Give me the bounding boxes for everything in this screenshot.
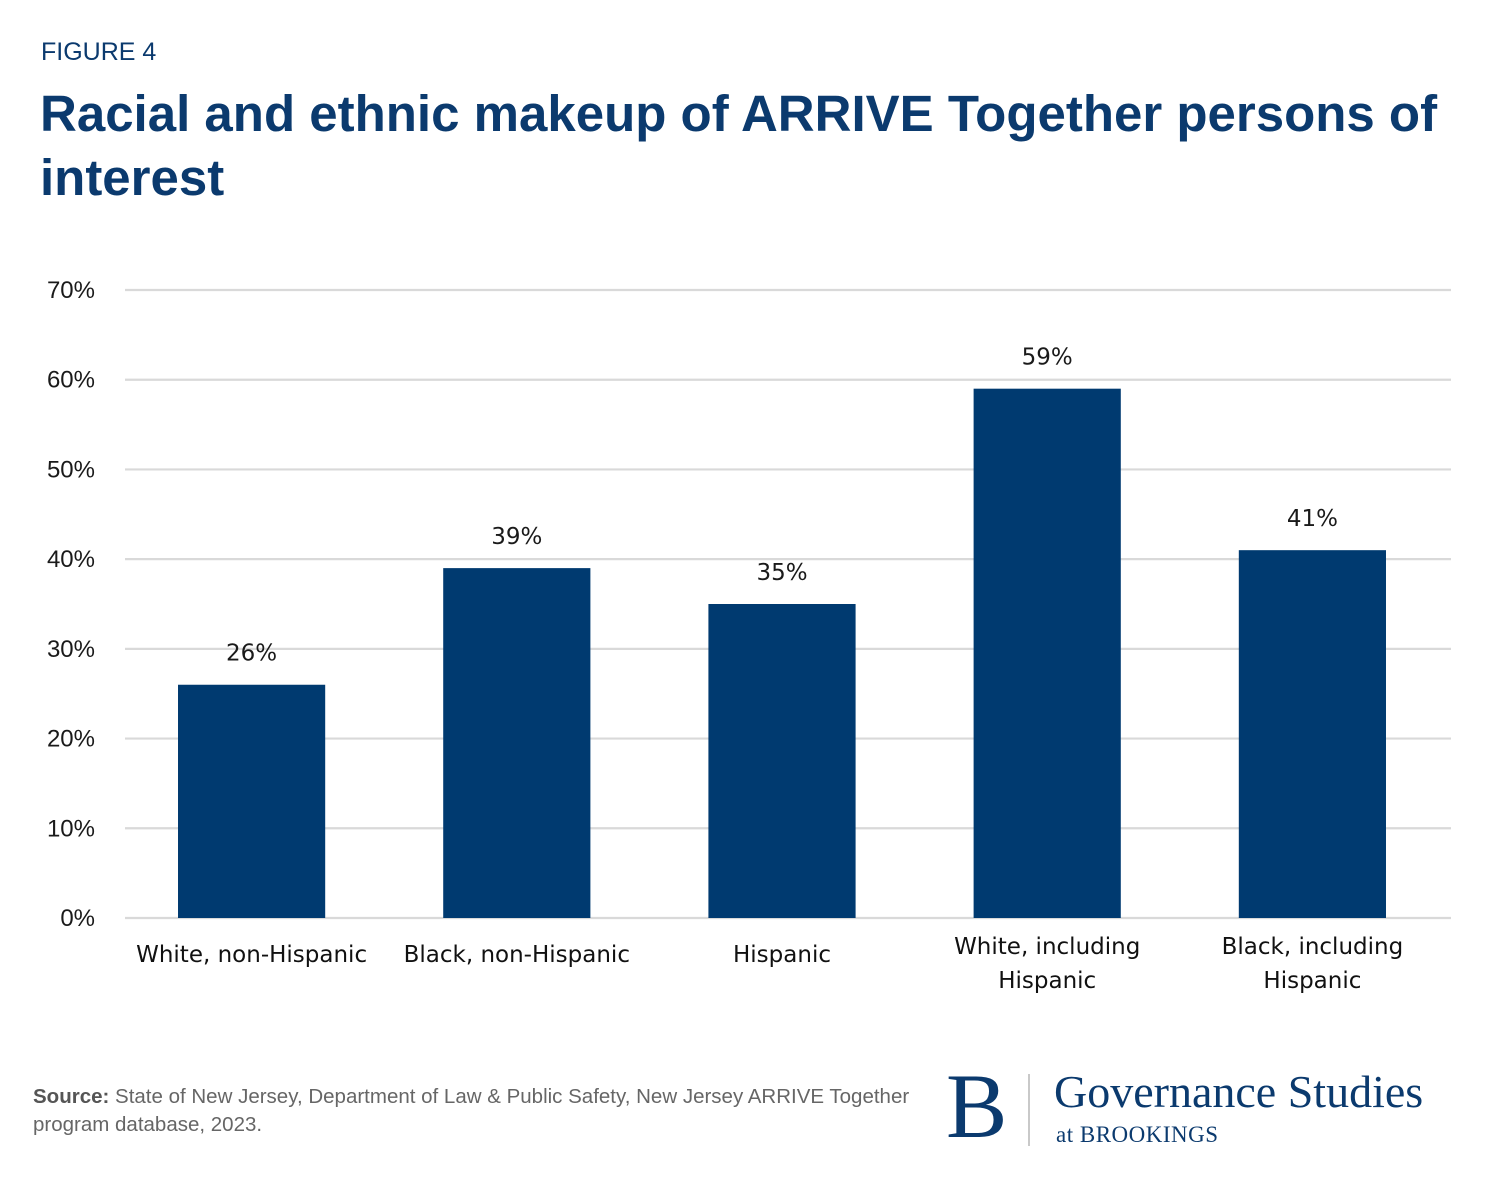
x-category-label: Hispanic [1263,968,1361,994]
x-category-label: Black, including [1222,934,1404,960]
y-tick-label: 40% [47,546,95,573]
x-category-label: Hispanic [733,942,831,968]
x-category-label: White, including [954,934,1140,960]
chart-title: Racial and ethnic makeup of ARRIVE Toget… [40,85,1438,206]
bar [1238,550,1386,918]
y-tick-label: 0% [60,905,95,932]
data-label: 41% [1287,506,1338,532]
bar [178,684,326,918]
logo-divider [1028,1074,1030,1146]
x-category-label: Hispanic [998,968,1096,994]
bars [178,388,1386,919]
logo-mark: B [946,1055,1008,1157]
y-tick-label: 10% [47,815,95,842]
y-tick-label: 50% [47,456,95,483]
bar [708,604,856,918]
y-tick-label: 70% [47,277,95,304]
data-label: 39% [491,524,542,550]
y-axis-ticks: 0% 10% 20% 30% 40% 50% 60% 70% [47,277,95,932]
data-label: 26% [226,641,277,667]
source-note: Source: State of New Jersey, Department … [33,1083,933,1139]
logo-title: Governance Studies [1054,1066,1424,1117]
logo-subtitle: at BROOKINGS [1056,1122,1219,1147]
bar [973,388,1121,919]
x-axis-labels: White, non-Hispanic Black, non-Hispanic Hi… [136,934,1403,994]
bar-chart: 0%10%20%30%40%50%60%70% 26%39%35%59%41% … [47,277,1451,994]
source-label: Source: [33,1085,110,1108]
figure-label: FIGURE 4 [41,38,157,66]
data-labels: 26% 39% 35% 59% 41% [226,345,1338,667]
x-category-label: White, non-Hispanic [136,942,367,968]
y-tick-label: 60% [47,367,95,394]
y-tick-label: 20% [47,726,95,753]
source-text: State of New Jersey, Department of Law &… [33,1085,910,1136]
data-label: 35% [756,560,807,586]
y-tick-label: 30% [47,636,95,663]
brookings-logo: B Governance Studies at BROOKINGS [946,1060,1486,1152]
x-category-label: Black, non-Hispanic [404,942,630,968]
data-label: 59% [1022,345,1073,371]
bar [443,568,591,918]
